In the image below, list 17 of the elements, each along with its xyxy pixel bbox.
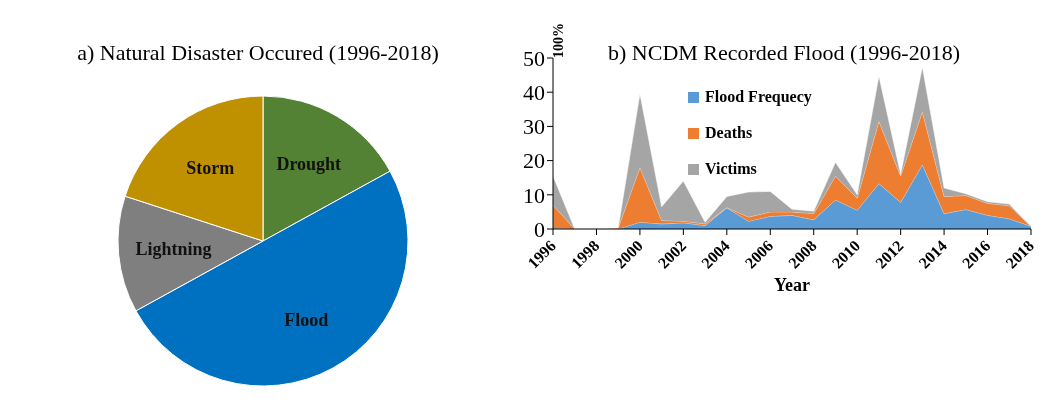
chart-title: b) NCDM Recorded Flood (1996-2018): [608, 40, 960, 66]
slice-label: Storm: [186, 158, 235, 179]
legend-label: Victims: [704, 160, 758, 178]
slice-label: Flood: [284, 309, 329, 330]
y-tick-label: 20: [523, 148, 545, 174]
annotation: 100%: [550, 23, 566, 58]
slice-label: Lightning: [135, 239, 212, 260]
legend-label: Deaths: [704, 124, 754, 142]
legend-label: Flood Frequecy: [704, 88, 812, 106]
y-tick-label: 30: [523, 114, 545, 140]
chart-title: a) Natural Disaster Occured (1996-2018): [76, 40, 440, 66]
y-tick-label: 50: [523, 45, 545, 71]
y-tick-label: 10: [523, 182, 545, 208]
x-axis-title: Year: [774, 275, 810, 295]
y-tick-label: 0: [534, 216, 545, 242]
slice-label: Drought: [276, 153, 342, 174]
y-tick-label: 40: [523, 80, 545, 106]
